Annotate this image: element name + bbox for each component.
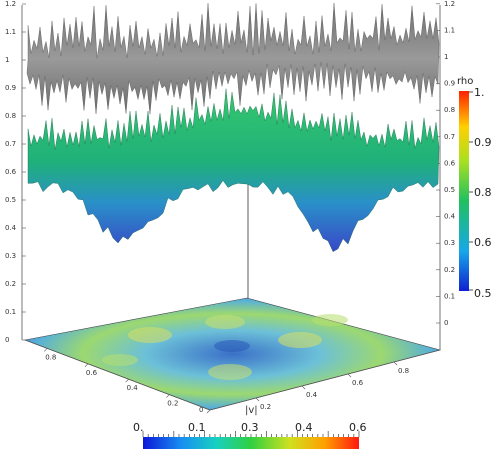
right-tick-label: 0.3 (444, 239, 455, 247)
colorbar-horizontal-label-1: 0. (133, 421, 144, 434)
floor-density-projection (23, 297, 442, 411)
floor-right-tick-label: 0.2 (260, 403, 271, 411)
colorbar-horizontal-label-5: 0.6 (349, 421, 367, 434)
colorbar-vertical-label-3: 0.8 (474, 186, 491, 199)
colorbar-horizontal-label-4: 0.4 (295, 421, 313, 434)
left-tick-label: 1 (5, 56, 9, 64)
floor-right-tick-mark (393, 361, 398, 366)
left-tick-label: 0.9 (5, 84, 16, 92)
right-tick-label: 0.1 (444, 292, 455, 300)
floor-right-tick-mark (301, 385, 306, 390)
left-tick-label: 0.4 (5, 224, 17, 232)
right-tick-label: 0.5 (444, 186, 455, 194)
left-tick-label: 0.6 (5, 168, 17, 176)
rho-surface-gray (26, 2, 440, 115)
left-tick-label: 1.1 (5, 28, 16, 36)
right-tick-label: 1.1 (444, 26, 455, 34)
floor-left-tick-label: 0.8 (45, 353, 56, 361)
right-tick-label: 1 (444, 53, 448, 61)
right-tick-label: 0.7 (444, 133, 455, 141)
right-tick-label: 1.2 (444, 0, 455, 8)
floor-left-ticks: 0.8 0.6 0.4 0.2 (43, 348, 211, 414)
right-axis-ticks: 0 0.1 0.2 0.3 0.4 0.5 0.6 0.7 0.8 0.9 1 1.1 1.2 (436, 0, 456, 327)
left-axis-ticks: 0 0.1 0.2 0.3 0.4 0.5 0.6 0.7 0.8 0.9 1 1.1 1.2 (5, 0, 26, 344)
right-tick-label: 0.4 (444, 213, 456, 221)
left-tick-label: 1.2 (5, 0, 16, 8)
floor-left-tick-mark (166, 394, 170, 398)
floor-left-tick-label: 0.6 (86, 369, 98, 377)
left-tick-label: 0 (5, 336, 9, 344)
colorbar-horizontal-label-3: 0.3 (241, 421, 259, 434)
right-tick-label: 0.2 (444, 266, 455, 274)
colorbar-vertical (459, 91, 469, 291)
floor-corner-label: 0 (199, 406, 203, 414)
floor-pattern (102, 314, 348, 380)
floor-left-tick-mark (206, 409, 211, 414)
right-tick-label: 0.6 (444, 159, 456, 167)
floor-right-ticks: 0.2 0.4 0.6 0.8 (255, 361, 409, 411)
rho-surface-colored (27, 88, 440, 252)
colorbar-vertical-label-4: 0.6 (474, 236, 491, 249)
floor-left-tick-label: 0.2 (167, 400, 178, 408)
right-tick-label: 0 (444, 319, 448, 327)
floor-left-tick-mark (84, 363, 89, 368)
floor-right-tick-mark (255, 397, 260, 402)
floor-right-tick-label: 0.4 (306, 391, 318, 399)
colorbar-vertical-label-5: 0.5 (474, 287, 491, 300)
floor-right-tick-label: 0.6 (352, 379, 364, 387)
floor-left-tick-label: 0.4 (127, 384, 139, 392)
colorbar-vertical-label-1: 1. (474, 86, 485, 99)
left-tick-label: 0.7 (5, 140, 16, 148)
colorbar-vertical-title: rho (457, 76, 473, 87)
floor-right-axis (209, 349, 441, 411)
right-tick-label: 0.9 (444, 80, 455, 88)
colorbar-vertical-label-2: 0.9 (474, 136, 491, 149)
colorbar-vertical-ticks (469, 91, 473, 291)
left-tick-label: 0.5 (5, 196, 16, 204)
floor-right-tick-mark (347, 373, 352, 378)
colorbar-horizontal-label-2: 0.1 (188, 421, 206, 434)
floor-right-tick-label: 0.8 (398, 367, 409, 375)
left-tick-label: 0.3 (5, 252, 16, 260)
floor-left-tick-mark (43, 348, 48, 352)
colorbar-horizontal (143, 437, 359, 449)
floor-axis-title: |v| (245, 405, 258, 416)
floor-left-axis (24, 339, 211, 411)
left-tick-label: 0.1 (5, 308, 16, 316)
left-tick-label: 0.8 (5, 112, 16, 120)
colorbar-horizontal-ticks (142, 431, 360, 437)
right-tick-label: 0.8 (444, 106, 455, 114)
left-tick-label: 0.2 (5, 280, 16, 288)
floor-left-tick-mark (125, 378, 129, 383)
